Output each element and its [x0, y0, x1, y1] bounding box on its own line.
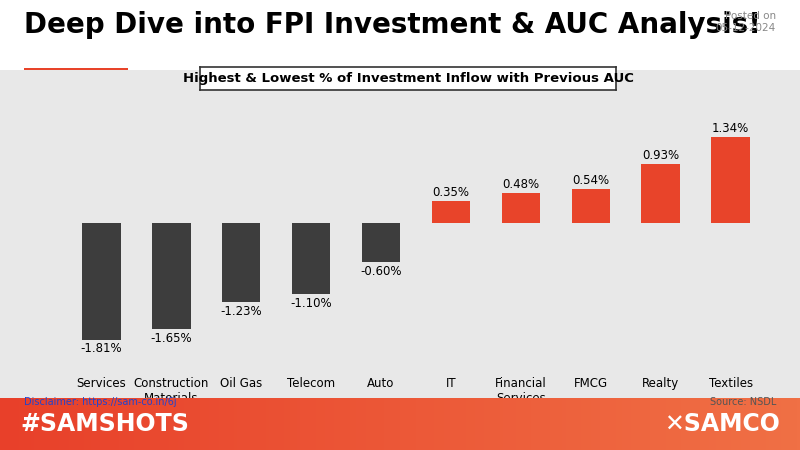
- Bar: [432, 201, 470, 223]
- Bar: [711, 137, 750, 223]
- Text: ✕SAMCO: ✕SAMCO: [664, 412, 780, 436]
- Text: Source: NSDL: Source: NSDL: [710, 397, 776, 407]
- Text: -1.81%: -1.81%: [81, 342, 122, 356]
- Bar: [502, 193, 540, 223]
- Text: 0.54%: 0.54%: [572, 174, 610, 187]
- Text: Disclaimer: https://sam-co.in/6j: Disclaimer: https://sam-co.in/6j: [24, 397, 177, 407]
- Bar: [642, 164, 680, 223]
- Text: -1.23%: -1.23%: [221, 305, 262, 318]
- Bar: [571, 189, 610, 223]
- Text: 0.48%: 0.48%: [502, 178, 539, 191]
- Text: #SAMSHOTS: #SAMSHOTS: [20, 412, 189, 436]
- Text: Highest & Lowest % of Investment Inflow with Previous AUC: Highest & Lowest % of Investment Inflow …: [182, 72, 634, 85]
- Text: Posted on
05-12-2024: Posted on 05-12-2024: [716, 11, 776, 33]
- Bar: [292, 223, 330, 294]
- Bar: [362, 223, 400, 262]
- Text: Deep Dive into FPI Investment & AUC Analysis!: Deep Dive into FPI Investment & AUC Anal…: [24, 11, 761, 39]
- Bar: [222, 223, 261, 302]
- Text: 1.34%: 1.34%: [712, 122, 749, 135]
- Text: -1.10%: -1.10%: [290, 297, 332, 310]
- Bar: [152, 223, 190, 329]
- Text: -0.60%: -0.60%: [360, 265, 402, 278]
- Text: 0.93%: 0.93%: [642, 148, 679, 162]
- Bar: [82, 223, 121, 340]
- Text: -1.65%: -1.65%: [150, 332, 192, 345]
- Text: 0.35%: 0.35%: [433, 186, 470, 199]
